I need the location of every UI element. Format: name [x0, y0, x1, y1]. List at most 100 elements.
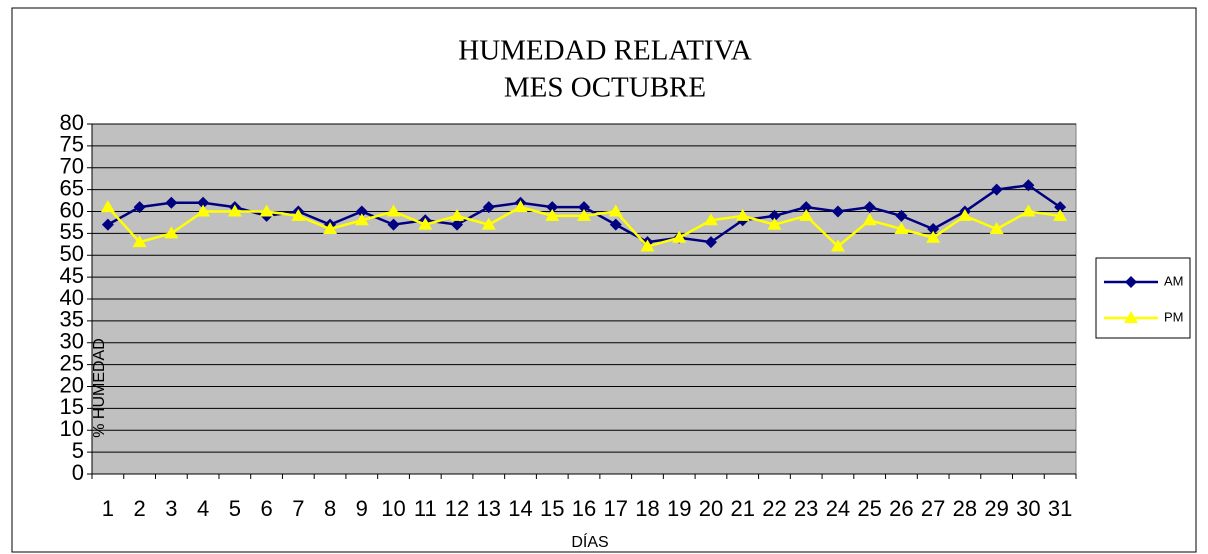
y-tick-label: 25 — [60, 350, 84, 375]
x-tick-label: 12 — [445, 496, 469, 521]
x-tick-label: 2 — [133, 496, 145, 521]
marker — [608, 204, 623, 217]
marker — [387, 218, 400, 231]
x-tick-label: 18 — [635, 496, 659, 521]
marker — [545, 208, 560, 221]
x-tick-label: 26 — [889, 496, 913, 521]
y-tick-label: 35 — [60, 307, 84, 332]
marker — [767, 217, 782, 230]
y-tick-label: 40 — [60, 285, 84, 310]
marker — [513, 200, 528, 213]
x-tick-label: 11 — [414, 496, 437, 521]
x-tick-label: 21 — [730, 496, 754, 521]
marker — [1054, 201, 1067, 214]
y-axis-label: % HUMEDAD — [91, 338, 108, 438]
marker — [418, 217, 433, 230]
marker — [577, 208, 591, 221]
x-tick-label: 5 — [229, 496, 241, 521]
marker — [957, 208, 972, 221]
legend-label: AM — [1164, 273, 1184, 288]
y-tick-label: 55 — [60, 219, 84, 244]
x-tick-label: 25 — [857, 496, 881, 521]
y-tick-label: 20 — [60, 372, 84, 397]
x-tick-label: 10 — [381, 496, 405, 521]
chart-subtitle: MES OCTUBRE — [504, 72, 706, 104]
marker — [481, 217, 496, 230]
x-tick-label: 13 — [477, 496, 501, 521]
marker — [799, 208, 814, 221]
x-tick-label: 14 — [508, 496, 532, 521]
y-tick-label: 10 — [60, 416, 84, 441]
marker — [895, 209, 908, 222]
x-tick-label: 30 — [1016, 496, 1040, 521]
x-tick-label: 20 — [699, 496, 723, 521]
marker — [197, 196, 210, 209]
marker — [451, 218, 464, 231]
legend-label: PM — [1164, 309, 1184, 324]
marker — [894, 222, 909, 234]
x-axis-label: DÍAS — [571, 532, 608, 551]
marker — [546, 201, 559, 214]
x-tick-label: 8 — [324, 496, 336, 521]
marker — [164, 226, 179, 239]
marker — [101, 218, 114, 231]
marker — [355, 205, 368, 218]
x-tick-label: 3 — [165, 496, 177, 521]
x-tick-label: 23 — [794, 496, 818, 521]
x-tick-label: 19 — [667, 496, 691, 521]
marker — [768, 209, 781, 222]
y-tick-label: 50 — [60, 241, 84, 266]
x-tick-label: 24 — [826, 496, 850, 521]
marker — [989, 222, 1004, 234]
y-tick-label: 65 — [60, 175, 84, 200]
y-tick-label: 75 — [60, 132, 84, 157]
marker — [926, 230, 941, 243]
marker — [672, 230, 687, 243]
marker — [1053, 208, 1068, 221]
marker — [830, 239, 845, 252]
legend-marker — [1125, 276, 1137, 288]
legend-marker — [1124, 311, 1138, 323]
marker — [291, 208, 306, 221]
x-tick-label: 16 — [572, 496, 596, 521]
marker — [578, 201, 590, 214]
marker — [927, 223, 940, 235]
y-tick-label: 60 — [60, 197, 84, 222]
marker — [132, 235, 147, 248]
x-tick-label: 29 — [984, 496, 1008, 521]
x-tick-label: 15 — [540, 496, 564, 521]
legend-box — [1095, 257, 1191, 339]
marker — [990, 183, 1003, 196]
marker — [133, 201, 146, 214]
y-tick-label: 0 — [72, 460, 84, 485]
marker — [1022, 179, 1035, 192]
y-tick-label: 45 — [60, 263, 84, 288]
marker — [196, 204, 211, 217]
marker — [450, 208, 465, 221]
marker — [165, 196, 178, 209]
y-tick-label: 80 — [60, 110, 84, 135]
marker — [609, 218, 622, 231]
marker — [354, 213, 369, 226]
x-tick-label: 4 — [197, 496, 209, 521]
marker — [862, 213, 877, 226]
x-tick-label: 27 — [921, 496, 945, 521]
marker — [482, 201, 495, 214]
y-tick-label: 70 — [60, 154, 84, 179]
y-tick-label: 15 — [60, 394, 84, 419]
x-tick-label: 22 — [762, 496, 786, 521]
marker — [640, 239, 655, 252]
marker — [386, 204, 401, 217]
marker — [259, 204, 274, 217]
marker — [735, 208, 750, 221]
x-tick-label: 1 — [102, 496, 114, 521]
x-tick-label: 31 — [1048, 496, 1072, 521]
marker — [703, 213, 718, 226]
marker — [1021, 204, 1036, 217]
marker — [704, 236, 717, 249]
x-tick-label: 7 — [292, 496, 304, 521]
x-tick-label: 6 — [260, 496, 272, 521]
y-tick-label: 5 — [72, 438, 84, 463]
y-tick-label: 30 — [60, 329, 84, 354]
